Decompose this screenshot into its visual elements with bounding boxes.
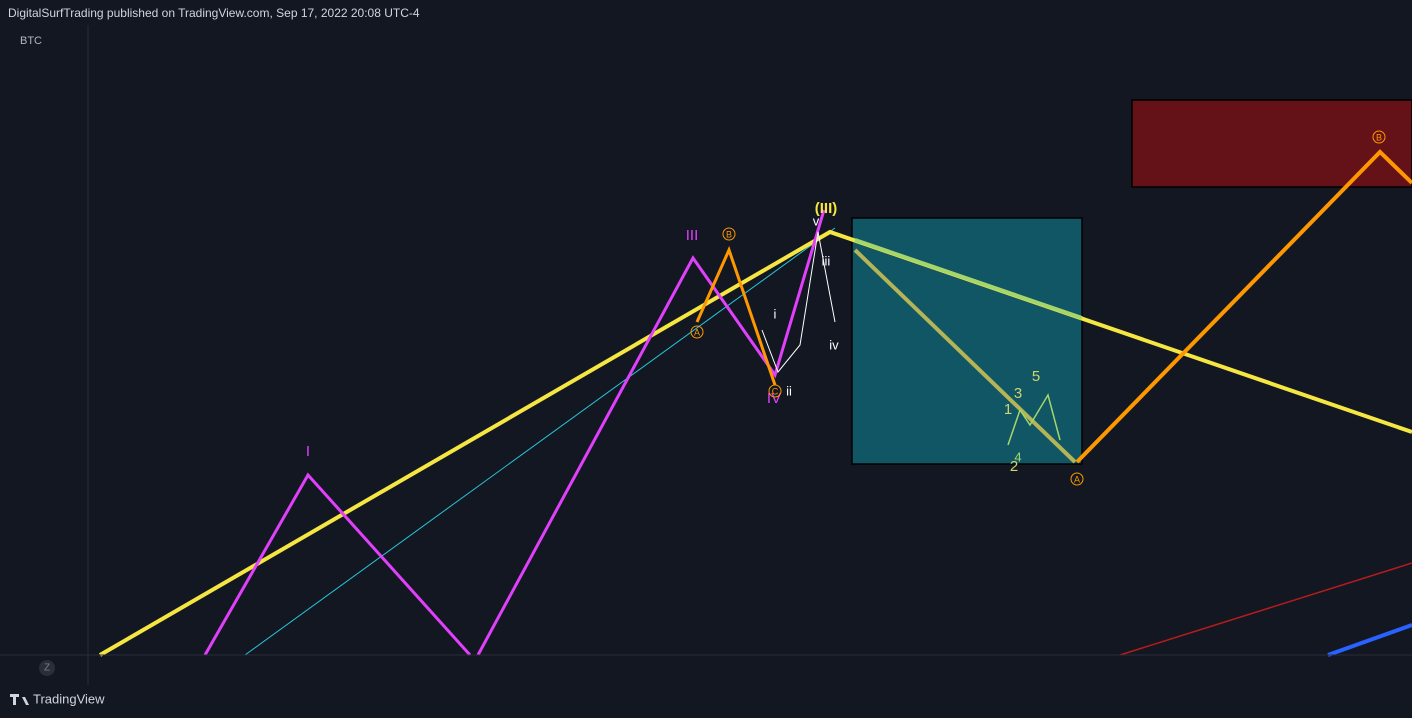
wave-label: 5 — [1032, 368, 1040, 385]
wave-label: 1 — [1004, 401, 1012, 418]
trend-line — [854, 238, 1083, 320]
wave — [476, 209, 826, 656]
symbol: BTC — [20, 35, 42, 47]
circle — [1372, 130, 1386, 144]
wave-label: i — [774, 306, 777, 321]
wave-label: B — [1376, 132, 1382, 142]
circle — [722, 227, 736, 241]
circle — [690, 325, 704, 339]
wave — [695, 245, 777, 386]
wave-label: (III) — [815, 200, 838, 217]
wave — [761, 231, 836, 373]
trend-line — [853, 248, 1077, 464]
wave — [1007, 393, 1061, 446]
wave-label: III — [686, 227, 699, 244]
box — [1131, 99, 1412, 188]
header: DigitalSurfTrading published on TradingV… — [8, 6, 420, 20]
annotations: I III IV (III) v iii i ii iv 1 3 5 2 4 A… — [306, 130, 1386, 486]
box — [851, 217, 1083, 465]
button[interactable] — [39, 660, 55, 676]
wave-label: 2 — [1010, 458, 1018, 475]
wave-label: ii — [786, 383, 792, 398]
wave-label: I — [306, 443, 310, 460]
wave — [203, 472, 472, 657]
wave-label: 4 — [1014, 449, 1021, 464]
footer: TradingView — [33, 691, 105, 706]
wave-label: iii — [822, 253, 831, 268]
trend-line — [1327, 623, 1412, 657]
wave-label: B — [726, 229, 732, 239]
wave-label: A — [694, 327, 700, 337]
wave-label: C — [772, 386, 779, 396]
trend-line — [244, 227, 836, 656]
circle — [1070, 472, 1084, 486]
wave-label: 3 — [1014, 385, 1022, 402]
wave-label: v — [813, 213, 820, 228]
trend-line — [1119, 562, 1412, 656]
projection — [1075, 149, 1412, 464]
circle — [768, 384, 782, 398]
icon: Z — [44, 663, 50, 674]
wave-label: iv — [829, 337, 839, 352]
logo — [10, 694, 29, 705]
wave-label: A — [1074, 474, 1080, 484]
